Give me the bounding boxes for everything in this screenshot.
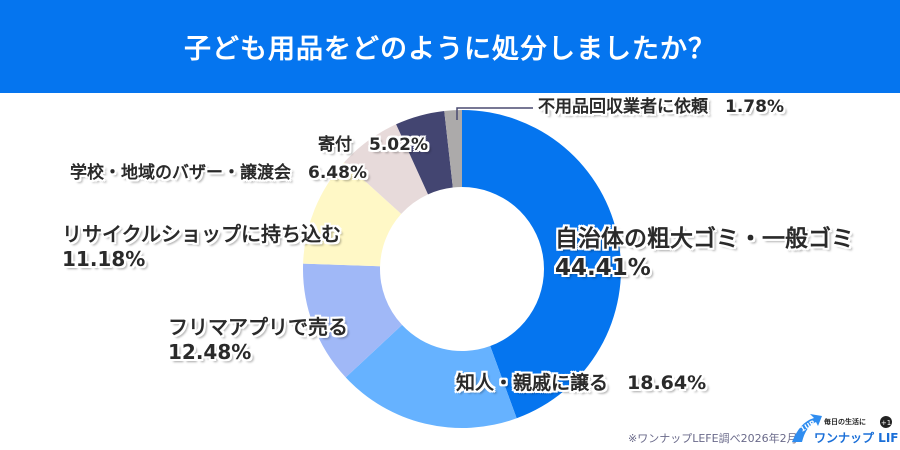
- value-label: 18.64%: [627, 372, 707, 394]
- donut-slice: [396, 110, 453, 195]
- slice-label-collector: 不用品回収業者に依頼 1.78%: [538, 97, 784, 118]
- donut-slice: [345, 324, 517, 428]
- category-label: フリマアプリで売る: [168, 315, 348, 339]
- donut-slice: [303, 263, 403, 378]
- category-label: 学校・地域のバザー・譲渡会: [70, 163, 291, 183]
- arrow-icon: [792, 414, 822, 442]
- category-label: 知人・親戚に譲る: [456, 372, 609, 394]
- slice-label-donation: 寄付 5.02%: [318, 135, 428, 156]
- page-title: 子ども用品をどのように処分しましたか？: [184, 34, 716, 65]
- donut-slice: [344, 124, 429, 214]
- value-label: 6.48%: [308, 163, 367, 183]
- value-label: 11.18%: [62, 247, 146, 271]
- source-footnote: ※ワンナップLEFE調べ2026年2月: [628, 432, 798, 445]
- donut-slice: [303, 162, 402, 267]
- value-label: 44.41%: [555, 254, 651, 281]
- logo-brand: ワンナップ LIFE: [814, 430, 898, 445]
- category-label: リサイクルショップに持ち込む: [62, 222, 341, 246]
- brand-logo: 毎日の生活に +1 1UP ワンナップ LIFE: [792, 414, 898, 445]
- logo-plus: +1: [881, 419, 891, 427]
- slice-label-acquaintance: 知人・親戚に譲る 18.64%: [456, 372, 706, 396]
- value-label: 5.02%: [369, 135, 428, 155]
- donut-slice: [444, 110, 462, 188]
- value-label: 12.48%: [168, 340, 252, 364]
- category-label: 自治体の粗大ゴミ・一般ゴミ: [555, 226, 854, 252]
- category-label: 不用品回収業者に依頼: [538, 97, 708, 117]
- leader-line: [456, 107, 533, 120]
- slice-label-bazaar: 学校・地域のバザー・譲渡会 6.48%: [70, 163, 367, 184]
- slice-label-recycle-shop: リサイクルショップに持ち込む 11.18%: [62, 222, 341, 272]
- slice-label-garbage: 自治体の粗大ゴミ・一般ゴミ 44.41%: [555, 225, 854, 283]
- value-label: 1.78%: [725, 97, 784, 117]
- plus-badge-icon: [880, 416, 892, 428]
- header-banner: 子ども用品をどのように処分しましたか？: [0, 0, 900, 93]
- category-label: 寄付: [318, 135, 352, 155]
- donut-slice: [462, 110, 621, 419]
- logo-tagline: 毎日の生活に: [824, 417, 866, 426]
- slice-label-flea-app: フリマアプリで売る 12.48%: [168, 315, 348, 365]
